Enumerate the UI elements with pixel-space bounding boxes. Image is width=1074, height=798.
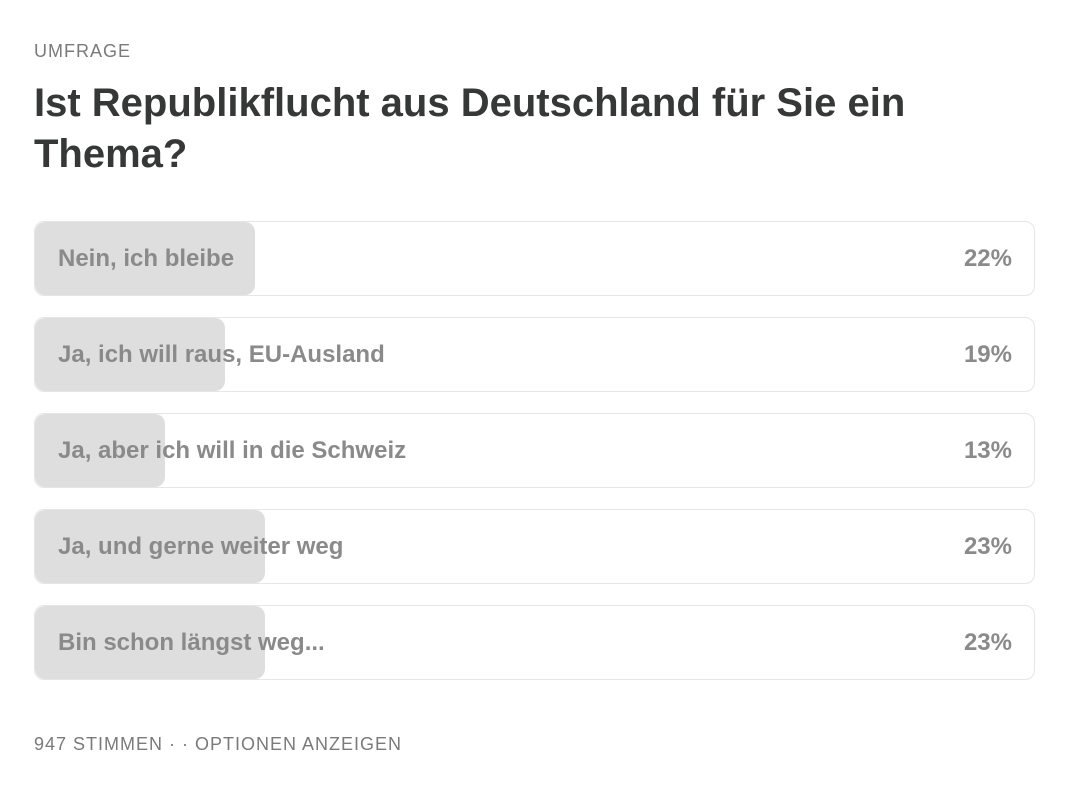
- poll-option-percent: 23%: [963, 629, 1012, 656]
- show-options-link[interactable]: OPTIONEN ANZEIGEN: [195, 734, 403, 754]
- poll-option-percent: 13%: [963, 437, 1012, 464]
- poll-option-bar: [35, 510, 265, 583]
- poll-option-label: Ja, ich will raus, EU-Ausland: [58, 341, 385, 368]
- poll-option[interactable]: Bin schon längst weg... 23%: [34, 605, 1035, 680]
- footer-separator: · ·: [163, 734, 196, 754]
- poll-option[interactable]: Ja, ich will raus, EU-Ausland 19%: [34, 317, 1035, 392]
- vote-count: 947 STIMMEN: [34, 734, 164, 754]
- poll-options: Nein, ich bleibe 22% Ja, ich will raus, …: [34, 221, 1035, 701]
- poll-option-bar: [35, 606, 265, 679]
- poll-option-label: Nein, ich bleibe: [58, 245, 235, 272]
- poll-option-label: Bin schon längst weg...: [58, 629, 325, 656]
- poll-option[interactable]: Ja, und gerne weiter weg 23%: [34, 509, 1035, 584]
- poll-option-percent: 19%: [963, 341, 1012, 368]
- poll-question: Ist Republikflucht aus Deutschland für S…: [34, 81, 906, 176]
- poll-option-bar: [35, 318, 225, 391]
- poll-option-bar: [35, 222, 255, 295]
- poll-option[interactable]: Ja, aber ich will in die Schweiz 13%: [34, 413, 1035, 488]
- poll-option-percent: 23%: [963, 533, 1012, 560]
- poll-footer: 947 STIMMEN · · OPTIONEN ANZEIGEN: [34, 734, 402, 755]
- poll-option-label: Ja, und gerne weiter weg: [58, 533, 344, 560]
- poll-eyebrow: UMFRAGE: [34, 41, 131, 61]
- poll-option-label: Ja, aber ich will in die Schweiz: [58, 437, 407, 464]
- poll-option[interactable]: Nein, ich bleibe 22%: [34, 221, 1035, 296]
- poll-option-bar: [35, 414, 165, 487]
- poll-option-percent: 22%: [963, 245, 1012, 272]
